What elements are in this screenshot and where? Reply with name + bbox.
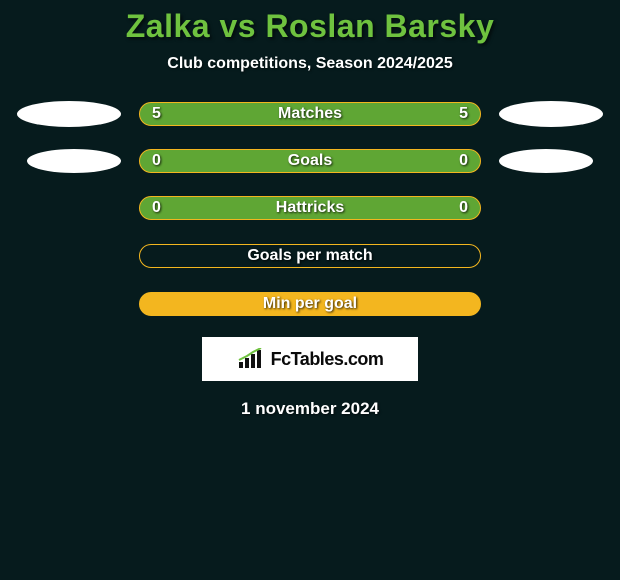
spacer xyxy=(17,195,121,221)
stat-label: Hattricks xyxy=(276,199,344,217)
player-right-marker xyxy=(499,101,603,127)
logo-text: FcTables.com xyxy=(271,349,384,370)
stat-bar: 0 Hattricks 0 xyxy=(139,196,481,220)
stat-label: Goals xyxy=(288,152,332,170)
spacer xyxy=(17,291,121,317)
stat-bar: Goals per match xyxy=(139,244,481,268)
subtitle: Club competitions, Season 2024/2025 xyxy=(0,55,620,73)
date-text: 1 november 2024 xyxy=(0,399,620,419)
stat-row: 5 Matches 5 xyxy=(0,101,620,127)
comparison-infographic: Zalka vs Roslan Barsky Club competitions… xyxy=(0,0,620,419)
stat-bar: Min per goal xyxy=(139,292,481,316)
player-left-marker xyxy=(27,149,121,173)
bar-chart-icon xyxy=(237,348,265,370)
spacer xyxy=(17,243,121,269)
spacer xyxy=(499,243,603,269)
stat-bar: 5 Matches 5 xyxy=(139,102,481,126)
spacer xyxy=(499,291,603,317)
player-left-marker xyxy=(17,101,121,127)
stat-value-right: 0 xyxy=(459,199,468,217)
stat-row: Min per goal xyxy=(0,291,620,317)
stat-row: 0 Hattricks 0 xyxy=(0,195,620,221)
stat-rows: 5 Matches 5 0 Goals 0 0 Hattricks 0 Goals per mat… xyxy=(0,101,620,317)
player-right-marker xyxy=(499,149,593,173)
logo-box: FcTables.com xyxy=(202,337,418,381)
stat-label: Matches xyxy=(278,105,342,123)
stat-row: Goals per match xyxy=(0,243,620,269)
stat-label: Min per goal xyxy=(263,295,357,313)
stat-row: 0 Goals 0 xyxy=(0,149,620,173)
stat-value-left: 5 xyxy=(152,105,161,123)
stat-value-left: 0 xyxy=(152,152,161,170)
stat-value-right: 5 xyxy=(459,105,468,123)
stat-bar: 0 Goals 0 xyxy=(139,149,481,173)
stat-label: Goals per match xyxy=(247,247,372,265)
spacer xyxy=(499,195,603,221)
stat-value-left: 0 xyxy=(152,199,161,217)
page-title: Zalka vs Roslan Barsky xyxy=(0,8,620,45)
stat-value-right: 0 xyxy=(459,152,468,170)
